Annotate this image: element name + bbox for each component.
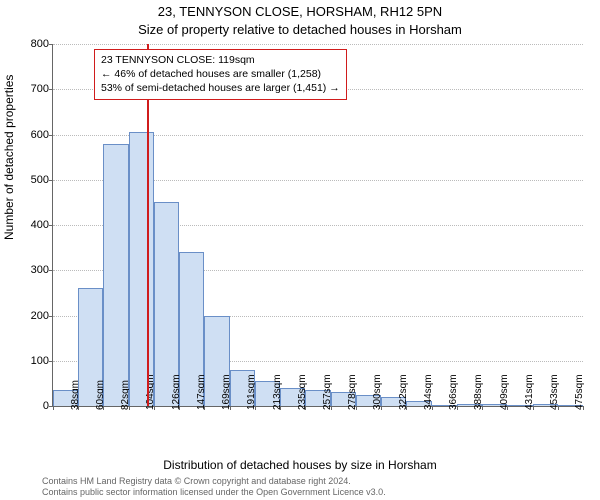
y-tick-label: 800 <box>9 38 49 50</box>
histogram-bar <box>103 144 128 406</box>
annotation-line: ← 46% of detached houses are smaller (1,… <box>101 67 340 81</box>
x-tick <box>280 406 281 410</box>
x-tick <box>179 406 180 410</box>
x-tick <box>432 406 433 410</box>
x-tick <box>255 406 256 410</box>
x-tick <box>381 406 382 410</box>
annotation-line: 23 TENNYSON CLOSE: 119sqm <box>101 53 340 67</box>
footer-attribution: Contains HM Land Registry data © Crown c… <box>42 476 386 498</box>
y-tick <box>49 89 53 90</box>
x-tick <box>558 406 559 410</box>
chart-container: 23, TENNYSON CLOSE, HORSHAM, RH12 5PN Si… <box>0 0 600 500</box>
y-tick <box>49 225 53 226</box>
footer-line-2: Contains public sector information licen… <box>42 487 386 498</box>
x-tick <box>53 406 54 410</box>
x-tick <box>305 406 306 410</box>
y-tick-label: 700 <box>9 83 49 95</box>
y-tick-label: 500 <box>9 174 49 186</box>
x-axis-label: Distribution of detached houses by size … <box>0 458 600 472</box>
histogram-bar <box>129 132 154 406</box>
x-tick <box>406 406 407 410</box>
x-tick <box>129 406 130 410</box>
chart-subtitle: Size of property relative to detached ho… <box>0 22 600 37</box>
x-tick <box>331 406 332 410</box>
x-tick <box>583 406 584 410</box>
y-tick-label: 100 <box>9 355 49 367</box>
y-tick <box>49 316 53 317</box>
annotation-box: 23 TENNYSON CLOSE: 119sqm← 46% of detach… <box>94 49 347 100</box>
footer-line-1: Contains HM Land Registry data © Crown c… <box>42 476 386 487</box>
y-tick-label: 400 <box>9 219 49 231</box>
y-tick <box>49 180 53 181</box>
x-tick <box>507 406 508 410</box>
annotation-line: 53% of semi-detached houses are larger (… <box>101 81 340 95</box>
chart-title: 23, TENNYSON CLOSE, HORSHAM, RH12 5PN <box>0 4 600 19</box>
y-tick <box>49 361 53 362</box>
x-tick <box>103 406 104 410</box>
x-tick <box>204 406 205 410</box>
x-tick <box>482 406 483 410</box>
y-tick-label: 600 <box>9 129 49 141</box>
gridline <box>53 44 583 45</box>
x-tick-label: 475sqm <box>574 374 585 410</box>
y-tick-label: 0 <box>9 400 49 412</box>
x-tick <box>154 406 155 410</box>
y-tick <box>49 270 53 271</box>
y-axis-label: Number of detached properties <box>2 75 16 240</box>
y-tick <box>49 44 53 45</box>
y-tick <box>49 135 53 136</box>
x-tick <box>533 406 534 410</box>
x-tick <box>356 406 357 410</box>
y-tick-label: 200 <box>9 310 49 322</box>
plot-area: 010020030040050060070080038sqm60sqm82sqm… <box>52 44 583 407</box>
x-tick <box>78 406 79 410</box>
x-tick <box>230 406 231 410</box>
y-tick-label: 300 <box>9 264 49 276</box>
x-tick <box>457 406 458 410</box>
